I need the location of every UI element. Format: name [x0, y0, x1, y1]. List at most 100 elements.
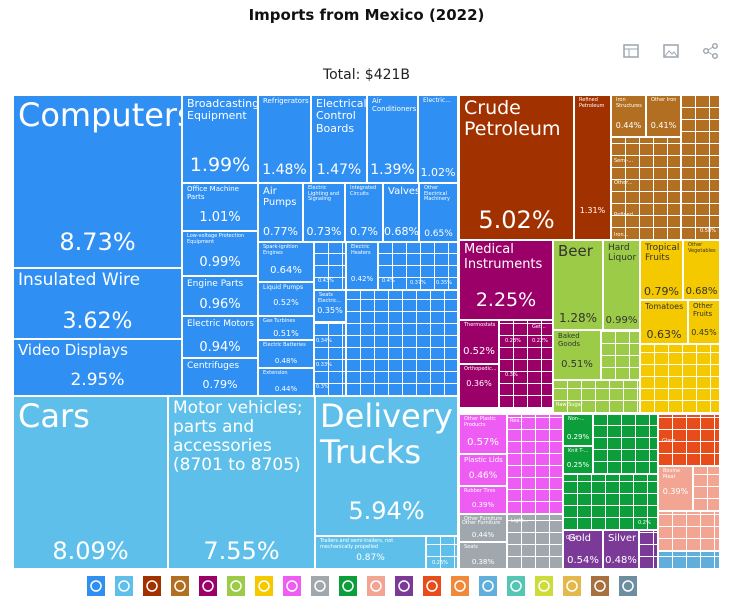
treemap-tile[interactable]: Integrated Circuits 0.7% [345, 183, 383, 242]
treemap-tile[interactable]: Electric Batteries 0.48% [258, 340, 314, 368]
arts-icon[interactable] [562, 575, 582, 597]
treemap-tile[interactable]: Spark-ignition Engines 0.64% [258, 242, 314, 282]
tile-name: Refrigerators [263, 97, 309, 105]
treemap-tile[interactable]: Refined Petroleum 1.31% [574, 95, 611, 240]
treemap-tile-small[interactable] [593, 414, 658, 474]
treemap-tile[interactable]: Electric Lighting and Signaling 0.73% [303, 183, 345, 242]
treemap-tile-small[interactable] [346, 290, 458, 396]
stone-glass-icon[interactable] [422, 575, 442, 597]
instruments-icon[interactable] [198, 575, 218, 597]
treemap-tile[interactable]: Electric... 1.02% [418, 95, 458, 183]
tile-small-label: 0.3% [316, 384, 329, 390]
treemap-tile[interactable]: Electrical Control Boards 1.47% [311, 95, 367, 183]
treemap-tile[interactable]: Other Vegetables 0.68% [683, 240, 720, 300]
treemap-tile[interactable]: Hard Liquor 0.99% [603, 240, 640, 330]
treemap-tile[interactable]: Tropical Fruits 0.79% [640, 240, 683, 300]
treemap-tile[interactable]: Refrigerators 1.48% [258, 95, 311, 183]
treemap-tile-small[interactable] [507, 514, 563, 569]
treemap-tile[interactable]: Thermostats 0.52% [459, 320, 499, 364]
vegetable-products-icon[interactable] [226, 575, 246, 597]
treemap-tile[interactable]: Trailers and semi-trailers, not mechanic… [315, 536, 426, 569]
treemap-tile[interactable]: Other Electrical Machinery 0.65% [419, 183, 458, 242]
treemap-tile-small[interactable] [499, 320, 553, 408]
treemap-tile-small[interactable] [639, 530, 658, 569]
treemap-tile[interactable]: Cars 8.09% [13, 396, 168, 569]
treemap-tile[interactable]: Orthopedic... 0.36% [459, 364, 499, 408]
treemap-tile-small[interactable] [553, 380, 640, 413]
transportation-icon[interactable] [114, 575, 134, 597]
treemap-tile[interactable]: Rubber Tires 0.39% [459, 486, 507, 514]
treemap-tile[interactable]: Valves 0.68% [383, 183, 419, 242]
treemap-tile[interactable]: Other Plastic Products 0.57% [459, 414, 507, 454]
foodstuffs-icon[interactable] [254, 575, 274, 597]
treemap-tile[interactable]: Video Displays 2.95% [13, 339, 182, 396]
treemap-tile[interactable]: Motor vehicles; parts and accessories (8… [168, 396, 315, 569]
treemap-tile-small[interactable] [611, 137, 681, 240]
chemical-products-icon[interactable] [282, 575, 302, 597]
share-icon[interactable] [702, 42, 720, 60]
metals-icon[interactable] [170, 575, 190, 597]
treemap-tile[interactable]: Iron Structures 0.44% [611, 95, 646, 137]
treemap-tile[interactable]: Office Machine Parts 1.01% [182, 183, 258, 231]
treemap-tile[interactable]: Seats 0.35% [314, 290, 346, 322]
treemap-tile[interactable]: Computers 8.73% [13, 95, 182, 268]
treemap-tile[interactable]: Gold 0.54% [563, 530, 603, 569]
treemap-tile-small[interactable] [314, 322, 346, 396]
treemap-tile-small[interactable] [507, 414, 563, 514]
treemap-tile[interactable]: Centrifuges 0.79% [182, 358, 258, 396]
textiles-icon[interactable] [338, 575, 358, 597]
treemap-tile[interactable]: Knit T-... 0.25% [563, 446, 593, 474]
precious-metals-icon[interactable] [394, 575, 414, 597]
treemap-tile[interactable]: Extension 0.44% [258, 368, 314, 396]
treemap-tile-small[interactable] [601, 330, 640, 380]
treemap-tile-small[interactable] [378, 242, 458, 290]
treemap-tile[interactable]: Air Pumps 0.77% [258, 183, 303, 242]
treemap-tile-small[interactable] [658, 414, 720, 466]
treemap-tile[interactable]: Crude Petroleum 5.02% [459, 95, 574, 240]
mineral-products-icon[interactable] [142, 575, 162, 597]
treemap-tile[interactable]: Electric Heaters 0.42% [346, 242, 378, 290]
treemap-tile[interactable]: Medical Instruments 2.25% [459, 240, 553, 320]
treemap-tile[interactable]: Silver 0.48% [603, 530, 639, 569]
treemap-tile[interactable]: Seats 0.38% [459, 542, 507, 569]
treemap-tile[interactable]: Non-... 0.29% [563, 414, 593, 446]
treemap-tile[interactable]: Delivery Trucks 5.94% [315, 396, 458, 536]
treemap-tile-small[interactable] [314, 242, 346, 290]
tile-value: 0.51% [273, 329, 299, 338]
treemap-tile[interactable]: Gas Turbines 0.51% [258, 316, 314, 340]
weapons-icon[interactable] [590, 575, 610, 597]
wood-icon[interactable] [534, 575, 554, 597]
animal-hides-icon[interactable] [618, 575, 638, 597]
treemap-tile-small[interactable] [658, 511, 720, 551]
treemap-tile[interactable]: Insulated Wire 3.62% [13, 268, 182, 339]
treemap-tile[interactable]: Tomatoes 0.63% [640, 300, 688, 344]
treemap-tile-small[interactable] [658, 551, 720, 569]
treemap-tile-small[interactable] [563, 474, 658, 530]
treemap-tile[interactable]: Engine Parts 0.96% [182, 276, 258, 316]
treemap-tile[interactable]: Other Fruits 0.45% [688, 300, 720, 344]
treemap-tile-small[interactable] [681, 95, 720, 240]
animal-products-icon[interactable] [366, 575, 386, 597]
treemap-tile[interactable]: Other Furniture 0.44% [459, 514, 507, 542]
tile-value: 1.47% [316, 162, 362, 178]
machines-icon[interactable] [86, 575, 106, 597]
treemap-tile[interactable]: Other Iron 0.41% [646, 95, 681, 137]
treemap-tile[interactable]: Broadcasting Equipment 1.99% [182, 95, 258, 183]
treemap-tile[interactable]: Low-voltage Protection Equipment 0.99% [182, 231, 258, 276]
plastics-icon[interactable] [310, 575, 330, 597]
treemap-tile[interactable]: Electric Motors 0.94% [182, 316, 258, 358]
miscellaneous-icon[interactable] [506, 575, 526, 597]
paper-icon[interactable] [478, 575, 498, 597]
treemap-tile[interactable]: Air Conditioners 1.39% [367, 95, 418, 183]
treemap-tile[interactable]: Liquid Pumps 0.52% [258, 282, 314, 316]
treemap-tile[interactable]: Bovine Meat 0.39% [658, 466, 693, 511]
treemap-tile[interactable]: Beer 1.28% [553, 240, 603, 330]
treemap-tile[interactable]: Plastic Lids 0.46% [459, 454, 507, 486]
treemap-tile-small[interactable] [426, 536, 458, 569]
treemap-tile-small[interactable] [693, 466, 720, 511]
table-icon[interactable] [622, 42, 640, 60]
treemap-tile[interactable]: Baked Goods 0.51% [553, 330, 601, 380]
treemap-tile-small[interactable] [640, 344, 720, 413]
footwear-icon[interactable] [450, 575, 470, 597]
image-icon[interactable] [662, 42, 680, 60]
